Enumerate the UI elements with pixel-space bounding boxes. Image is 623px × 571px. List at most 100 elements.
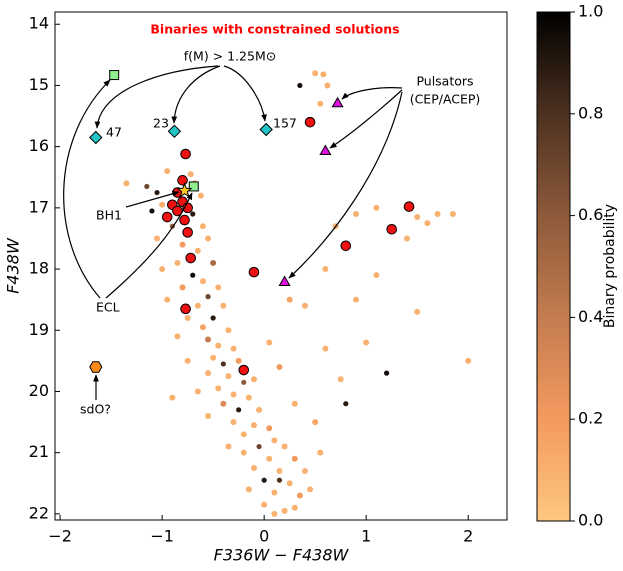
colorbar-tick-label: 0.0 (578, 511, 603, 530)
star-point (373, 272, 380, 279)
star-point (174, 333, 181, 340)
x-axis-label: F336W − F438W (214, 546, 350, 565)
star-point (266, 339, 273, 346)
star-point (230, 391, 237, 398)
star-point (174, 259, 181, 266)
star-point (225, 373, 232, 380)
star-point (266, 455, 273, 462)
star-point (205, 336, 212, 343)
circle-marker (177, 175, 188, 186)
circle-marker (161, 211, 173, 223)
star-point (230, 345, 237, 352)
points-layer (89, 70, 472, 517)
triangle-marker (278, 275, 291, 286)
star-point (245, 486, 252, 493)
star-point (414, 308, 421, 315)
colorbar (536, 11, 571, 522)
annotation: BH1 (96, 208, 122, 223)
circle-marker (340, 240, 352, 252)
circle-marker (185, 252, 197, 264)
star-point (322, 345, 329, 352)
star-point (169, 394, 176, 401)
star-point (164, 168, 171, 175)
star-point (261, 501, 268, 508)
star-point (363, 339, 370, 346)
y-tick-label: 19 (29, 320, 49, 339)
square-marker (109, 70, 120, 81)
star-point (220, 302, 227, 309)
star-point (187, 171, 194, 178)
y-tick-label: 21 (29, 442, 49, 461)
star-point (184, 315, 191, 322)
x-tick-label: 0 (259, 527, 269, 546)
star-point (266, 425, 273, 432)
hexagon-marker (89, 361, 103, 373)
circle-marker (386, 223, 398, 235)
star-point (230, 419, 237, 426)
star-point (210, 315, 216, 321)
star-point (144, 183, 150, 190)
circle-marker (179, 214, 190, 226)
x-tick-label: 1 (361, 527, 371, 546)
annotation: sdO? (80, 402, 111, 417)
star-point (291, 400, 298, 407)
star-point (373, 204, 380, 211)
star-point (465, 357, 472, 364)
star-point (281, 507, 288, 514)
star-point (352, 296, 359, 303)
star-point (297, 82, 303, 89)
star-point (149, 208, 155, 214)
colorbar-tick-label: 0.8 (578, 103, 603, 122)
circle-marker (182, 227, 193, 238)
star-point (184, 357, 191, 364)
diamond-marker (259, 122, 273, 137)
star-point (434, 210, 441, 217)
star-point (220, 400, 227, 407)
annotation: f(M) > 1.25M⊙ (184, 49, 276, 64)
circle-marker (180, 148, 191, 160)
star-point (197, 192, 204, 199)
star-point (414, 214, 421, 221)
star-point (384, 370, 390, 376)
y-tick-label: 15 (29, 75, 49, 94)
plot-frame (54, 11, 508, 521)
star-point (324, 82, 331, 89)
star-point (312, 70, 319, 77)
star-point (215, 284, 222, 291)
circle-marker (180, 303, 191, 315)
star-point (271, 510, 278, 517)
star-point (245, 394, 252, 401)
star-point (199, 223, 206, 230)
star-point (194, 247, 201, 254)
star-point (250, 464, 257, 471)
star-point (317, 100, 324, 107)
star-point (241, 379, 247, 385)
star-point (271, 437, 278, 444)
star-point (215, 385, 222, 392)
x-tick-label: 2 (463, 527, 473, 546)
triangle-marker (319, 144, 332, 155)
star-point (343, 401, 349, 407)
circle-marker (403, 201, 415, 212)
star-point (220, 361, 226, 367)
star-point (205, 370, 212, 377)
star-point (205, 294, 211, 300)
star-point (179, 284, 186, 291)
star-point (449, 210, 456, 217)
star-point (236, 407, 242, 413)
x-tick-label: −2 (48, 527, 72, 546)
star-point (199, 278, 206, 285)
star-point (256, 443, 262, 450)
star-point (240, 449, 247, 456)
star-point (235, 357, 242, 364)
star-point (225, 443, 232, 450)
star-point (322, 266, 329, 273)
annotation: 23 (153, 116, 169, 131)
star-point (317, 449, 324, 456)
star-point (307, 486, 314, 493)
star-point (320, 71, 327, 78)
star-point (190, 211, 196, 217)
colorbar-tick-label: 1.0 (578, 2, 603, 21)
star-point (179, 241, 186, 248)
